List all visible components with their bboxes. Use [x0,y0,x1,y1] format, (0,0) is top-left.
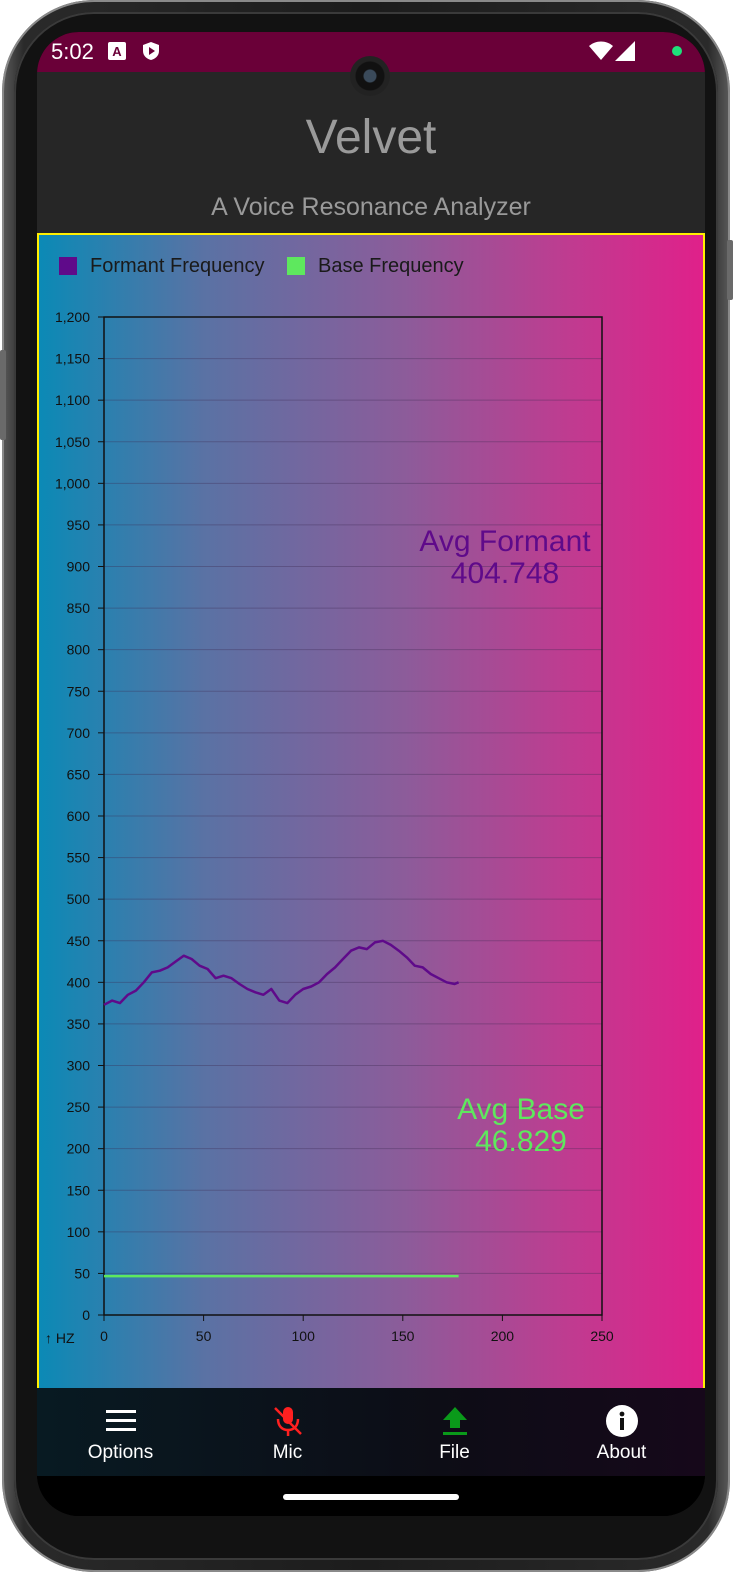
series-line-formant [103,939,460,1006]
y-tick-label: 300 [67,1058,91,1074]
x-tick-label: 100 [292,1328,316,1344]
nav-label-mic: Mic [272,1442,303,1463]
y-tick-label: 50 [74,1265,90,1281]
y-tick-label: 1,050 [55,434,90,450]
y-tick-label: 150 [67,1182,91,1198]
screen: 5:02 A Velvet A Voice Resonance Analyzer… [37,32,705,1516]
y-tick-label: 800 [67,642,91,658]
y-tick-label: 900 [67,559,91,575]
y-tick-label: 1,100 [55,392,90,408]
status-time: 5:02 [51,39,94,64]
chart-panel: Formant Frequency Base Frequency 0 50 100 1… [37,233,705,1423]
y-tick-label: 500 [67,891,91,907]
front-camera [350,56,390,96]
x-axis-ticks: 0 50 100 150 200 250 [100,1315,614,1344]
nav-mic[interactable]: Mic [204,1388,371,1476]
x-tick-label: 150 [391,1328,415,1344]
avg-formant-value: 404.748 [451,557,559,590]
nav-about[interactable]: About [538,1388,705,1476]
legend-label-formant: Formant Frequency [90,255,265,277]
mic-off-icon [274,1407,302,1436]
y-tick-label: 650 [67,766,91,782]
nav-file[interactable]: File [371,1388,538,1476]
y-tick-label: 400 [67,974,91,990]
chart-grid [104,316,602,1316]
gesture-area [37,1476,705,1516]
bottom-nav: Options Mic File About [37,1388,705,1476]
x-tick-label: 50 [196,1328,212,1344]
y-tick-label: 0 [82,1307,90,1323]
avg-base-label: Avg Base [457,1093,585,1126]
y-tick-label: 850 [67,600,91,616]
y-tick-label: 600 [67,808,91,824]
y-axis-ticks: 0 50 100 150 200 250 300 350 400 450 500 550 600 650 7… [55,309,104,1323]
nav-label-file: File [439,1442,470,1463]
legend-label-base: Base Frequency [318,255,464,277]
app-subtitle: A Voice Resonance Analyzer [211,193,531,221]
y-tick-label: 250 [67,1099,91,1115]
power-button [727,240,733,300]
x-tick-label: 250 [590,1328,614,1344]
y-tick-label: 550 [67,850,91,866]
y-axis-unit-label: ↑ HZ [45,1330,75,1346]
nav-options[interactable]: Options [37,1388,204,1476]
nav-label-about: About [596,1442,647,1463]
green-dot-icon [672,46,682,56]
shield-play-icon [143,42,159,60]
chart-series [103,939,460,1278]
volume-button [0,350,6,440]
upload-icon [443,1407,467,1435]
info-icon [606,1405,638,1437]
y-tick-label: 750 [67,683,91,699]
frequency-chart: 0501001502002503003504004505005506006507… [45,309,614,1346]
app-title: Velvet [305,111,437,164]
menu-icon [106,1410,136,1431]
avg-base-value: 46.829 [475,1125,567,1158]
y-tick-label: 100 [67,1224,91,1240]
x-tick-label: 0 [100,1328,108,1344]
y-tick-label: 950 [67,517,91,533]
y-tick-label: 1,150 [55,351,90,367]
svg-text:A: A [112,44,122,59]
y-tick-label: 450 [67,933,91,949]
y-tick-label: 350 [67,1016,91,1032]
y-tick-label: 1,200 [55,309,90,325]
x-tick-label: 200 [491,1328,515,1344]
app-bar: Velvet A Voice Resonance Analyzer [37,72,705,233]
legend-swatch-base [287,257,305,275]
avg-formant-label: Avg Formant [419,525,591,558]
font-a-icon: A [108,42,126,60]
legend-swatch-formant [59,257,77,275]
wifi-icon [589,41,613,60]
home-indicator[interactable] [283,1494,459,1500]
y-tick-label: 200 [67,1141,91,1157]
signal-icon [615,41,635,61]
y-tick-label: 1,000 [55,475,90,491]
y-tick-label: 700 [67,725,91,741]
nav-label-options: Options [87,1442,154,1463]
